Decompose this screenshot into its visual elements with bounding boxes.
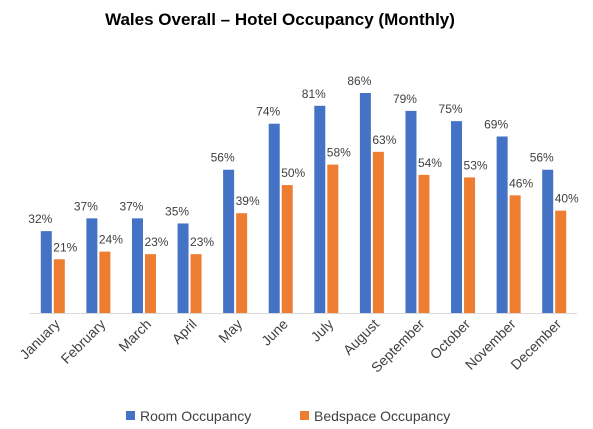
room-bar-january <box>40 231 52 313</box>
room-bar-february <box>86 218 98 313</box>
room-value-label-february: 37% <box>74 199 98 213</box>
room-bar-september <box>405 110 417 313</box>
bedspace-value-label-november: 46% <box>509 176 533 190</box>
room-value-label-april: 35% <box>165 204 189 218</box>
room-value-label-august: 86% <box>347 74 371 88</box>
value-labels-group: 32%21% 37% 24% 37% 23% 35% 23% 56% 39% 74% 50% 81% 5… <box>28 74 579 254</box>
bedspace-value-label-june: 50% <box>281 166 305 180</box>
bedspace-value-label-october: 53% <box>464 158 488 172</box>
room-bar-august <box>359 93 371 313</box>
bedspace-value-label-september: 54% <box>418 156 442 170</box>
bedspace-value-label-may: 39% <box>236 194 260 208</box>
room-value-label-may: 56% <box>211 151 235 165</box>
bedspace-bar-january <box>53 259 65 313</box>
x-tick-label-august: August <box>340 316 382 358</box>
x-tick-label-june: June <box>258 316 291 349</box>
bedspace-value-label-april: 23% <box>190 235 214 249</box>
bedspace-bar-may <box>236 213 248 313</box>
legend-swatch-room <box>126 411 135 420</box>
bedspace-value-label-february: 24% <box>99 233 123 247</box>
room-bar-december <box>542 169 554 313</box>
x-tick-label-may: May <box>215 316 245 346</box>
room-bar-october <box>451 121 463 314</box>
bars-group <box>40 93 567 314</box>
room-value-label-november: 69% <box>484 117 508 131</box>
room-bar-july <box>314 105 326 313</box>
bedspace-value-label-january: 21% <box>53 240 77 254</box>
x-tick-label-april: April <box>169 316 200 347</box>
bedspace-bar-july <box>327 164 339 313</box>
bedspace-bar-august <box>372 151 384 313</box>
bedspace-value-label-march: 23% <box>144 235 168 249</box>
bedspace-value-label-august: 63% <box>372 133 396 147</box>
room-bar-june <box>268 123 280 313</box>
x-tick-label-july: July <box>307 316 336 345</box>
room-bar-march <box>131 218 143 313</box>
chart-title: Wales Overall – Hotel Occupancy (Monthly… <box>105 10 455 29</box>
bedspace-value-label-december: 40% <box>555 192 579 206</box>
x-tick-label-january: January <box>16 316 63 363</box>
x-tick-label-february: February <box>58 316 109 367</box>
bedspace-value-label-july: 58% <box>327 146 351 160</box>
room-value-label-march: 37% <box>119 199 143 213</box>
x-tick-label-december: December <box>507 316 564 373</box>
bedspace-bar-november <box>509 195 521 313</box>
room-value-label-december: 56% <box>530 151 554 165</box>
legend: Room Occupancy Bedspace Occupancy <box>126 408 450 424</box>
room-bar-november <box>496 136 508 313</box>
room-bar-april <box>177 223 189 313</box>
bedspace-bar-february <box>99 251 111 313</box>
x-tick-label-october: October <box>427 316 474 363</box>
legend-swatch-bedspace <box>300 411 309 420</box>
bedspace-bar-march <box>144 254 156 313</box>
legend-label-room: Room Occupancy <box>140 408 251 424</box>
room-value-label-july: 81% <box>302 87 326 101</box>
room-value-label-september: 79% <box>393 92 417 106</box>
room-value-label-october: 75% <box>439 102 463 116</box>
legend-label-bedspace: Bedspace Occupancy <box>314 408 450 424</box>
bedspace-bar-december <box>555 210 567 313</box>
bedspace-bar-october <box>464 177 476 313</box>
bedspace-bar-april <box>190 254 202 313</box>
room-bar-may <box>223 169 235 313</box>
bedspace-bar-september <box>418 174 430 313</box>
room-value-label-january: 32% <box>28 212 52 226</box>
room-value-label-june: 74% <box>256 105 280 119</box>
x-tick-label-march: March <box>115 316 154 355</box>
bedspace-bar-june <box>281 185 293 313</box>
